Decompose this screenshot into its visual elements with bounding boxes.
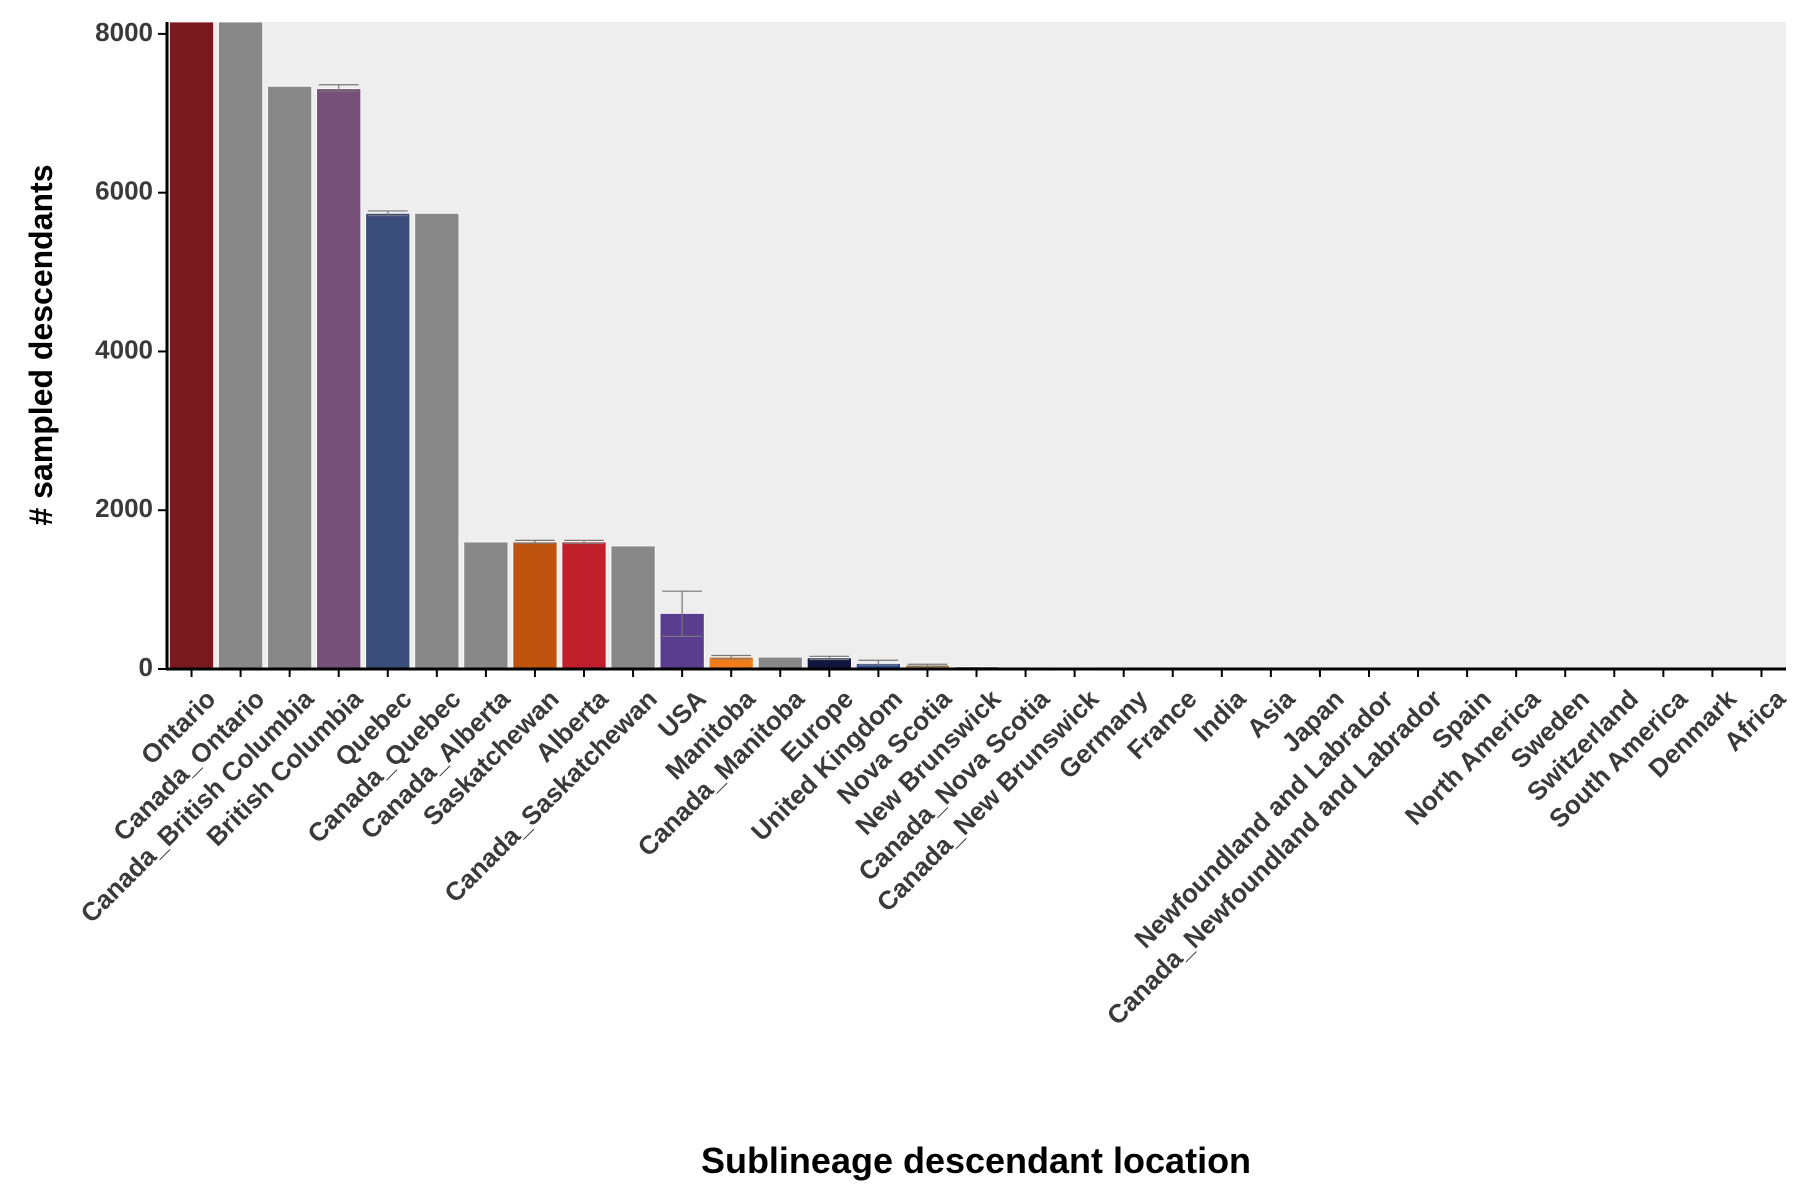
bar [512, 541, 558, 670]
bar [316, 88, 362, 670]
bar [267, 85, 313, 670]
bar [610, 545, 656, 670]
x-tick-label: India [1188, 683, 1252, 747]
y-tick-label: 8000 [95, 17, 153, 47]
bar [757, 656, 803, 670]
errorbars-layer [318, 84, 948, 667]
x-axis-title: Sublineage descendant location [701, 1140, 1251, 1181]
bar [463, 541, 509, 670]
y-tick-label: 0 [139, 652, 153, 682]
bar [218, 21, 264, 670]
bar [169, 21, 215, 670]
y-tick-label: 4000 [95, 334, 153, 364]
y-ticks: 0 2000 4000 6000 8000 [95, 17, 167, 682]
bar [365, 212, 411, 670]
bar [414, 212, 460, 670]
bar [561, 541, 607, 670]
y-axis-title: # sampled descendants [23, 164, 59, 525]
y-tick-label: 2000 [95, 493, 153, 523]
bars-layer [169, 21, 1784, 670]
y-tick-label: 6000 [95, 176, 153, 206]
